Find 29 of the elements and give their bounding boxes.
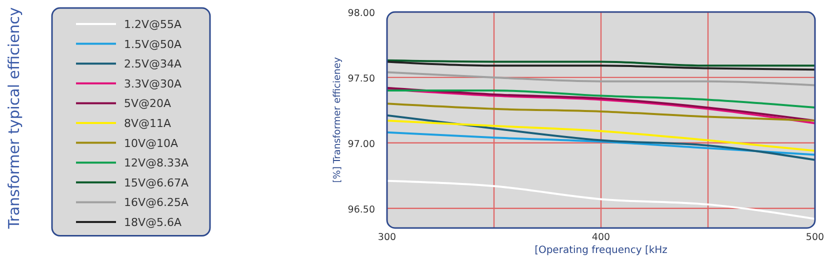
line-series [387, 102, 815, 122]
legend-label: 12V@8.33A [124, 156, 190, 170]
legend-label: 1.2V@55A [124, 18, 182, 31]
legend-label: 1.5V@50A [124, 38, 182, 51]
y-tick-label: 97.50 [348, 73, 375, 84]
x-tick-label: 300 [378, 232, 396, 243]
y-tick-label: 97.00 [348, 138, 375, 150]
y-axis-title: [%] Transformer efficieney [332, 56, 343, 183]
line-series [387, 60, 815, 71]
x-tick-label: 400 [592, 232, 610, 243]
line-series [387, 90, 815, 109]
legend-label: 2.5V@34A [124, 58, 182, 71]
x-tick-label: 500 [806, 232, 824, 243]
line-series [387, 131, 815, 156]
legend-label: 5V@20A [124, 97, 172, 110]
legend-label: 15V@6.67A [124, 176, 190, 190]
line-series [387, 114, 815, 161]
legend-label: 3.3V@30A [124, 77, 182, 90]
y-tick-label: 96.50 [348, 204, 375, 216]
x-axis-title: [Operating frequency [kHz [534, 245, 668, 256]
line-series [387, 120, 815, 152]
line-series [387, 180, 815, 220]
legend-label: 16V@6.25A [124, 196, 190, 210]
text: Transformer typical efficiency [5, 7, 23, 230]
line-series [387, 71, 815, 86]
legend-label: 18V@5.6A [124, 216, 182, 229]
y-tick-label: 98.00 [348, 8, 375, 19]
legend-label: 10V@10A [124, 136, 179, 150]
legend-label: 8V@11A [124, 117, 172, 130]
